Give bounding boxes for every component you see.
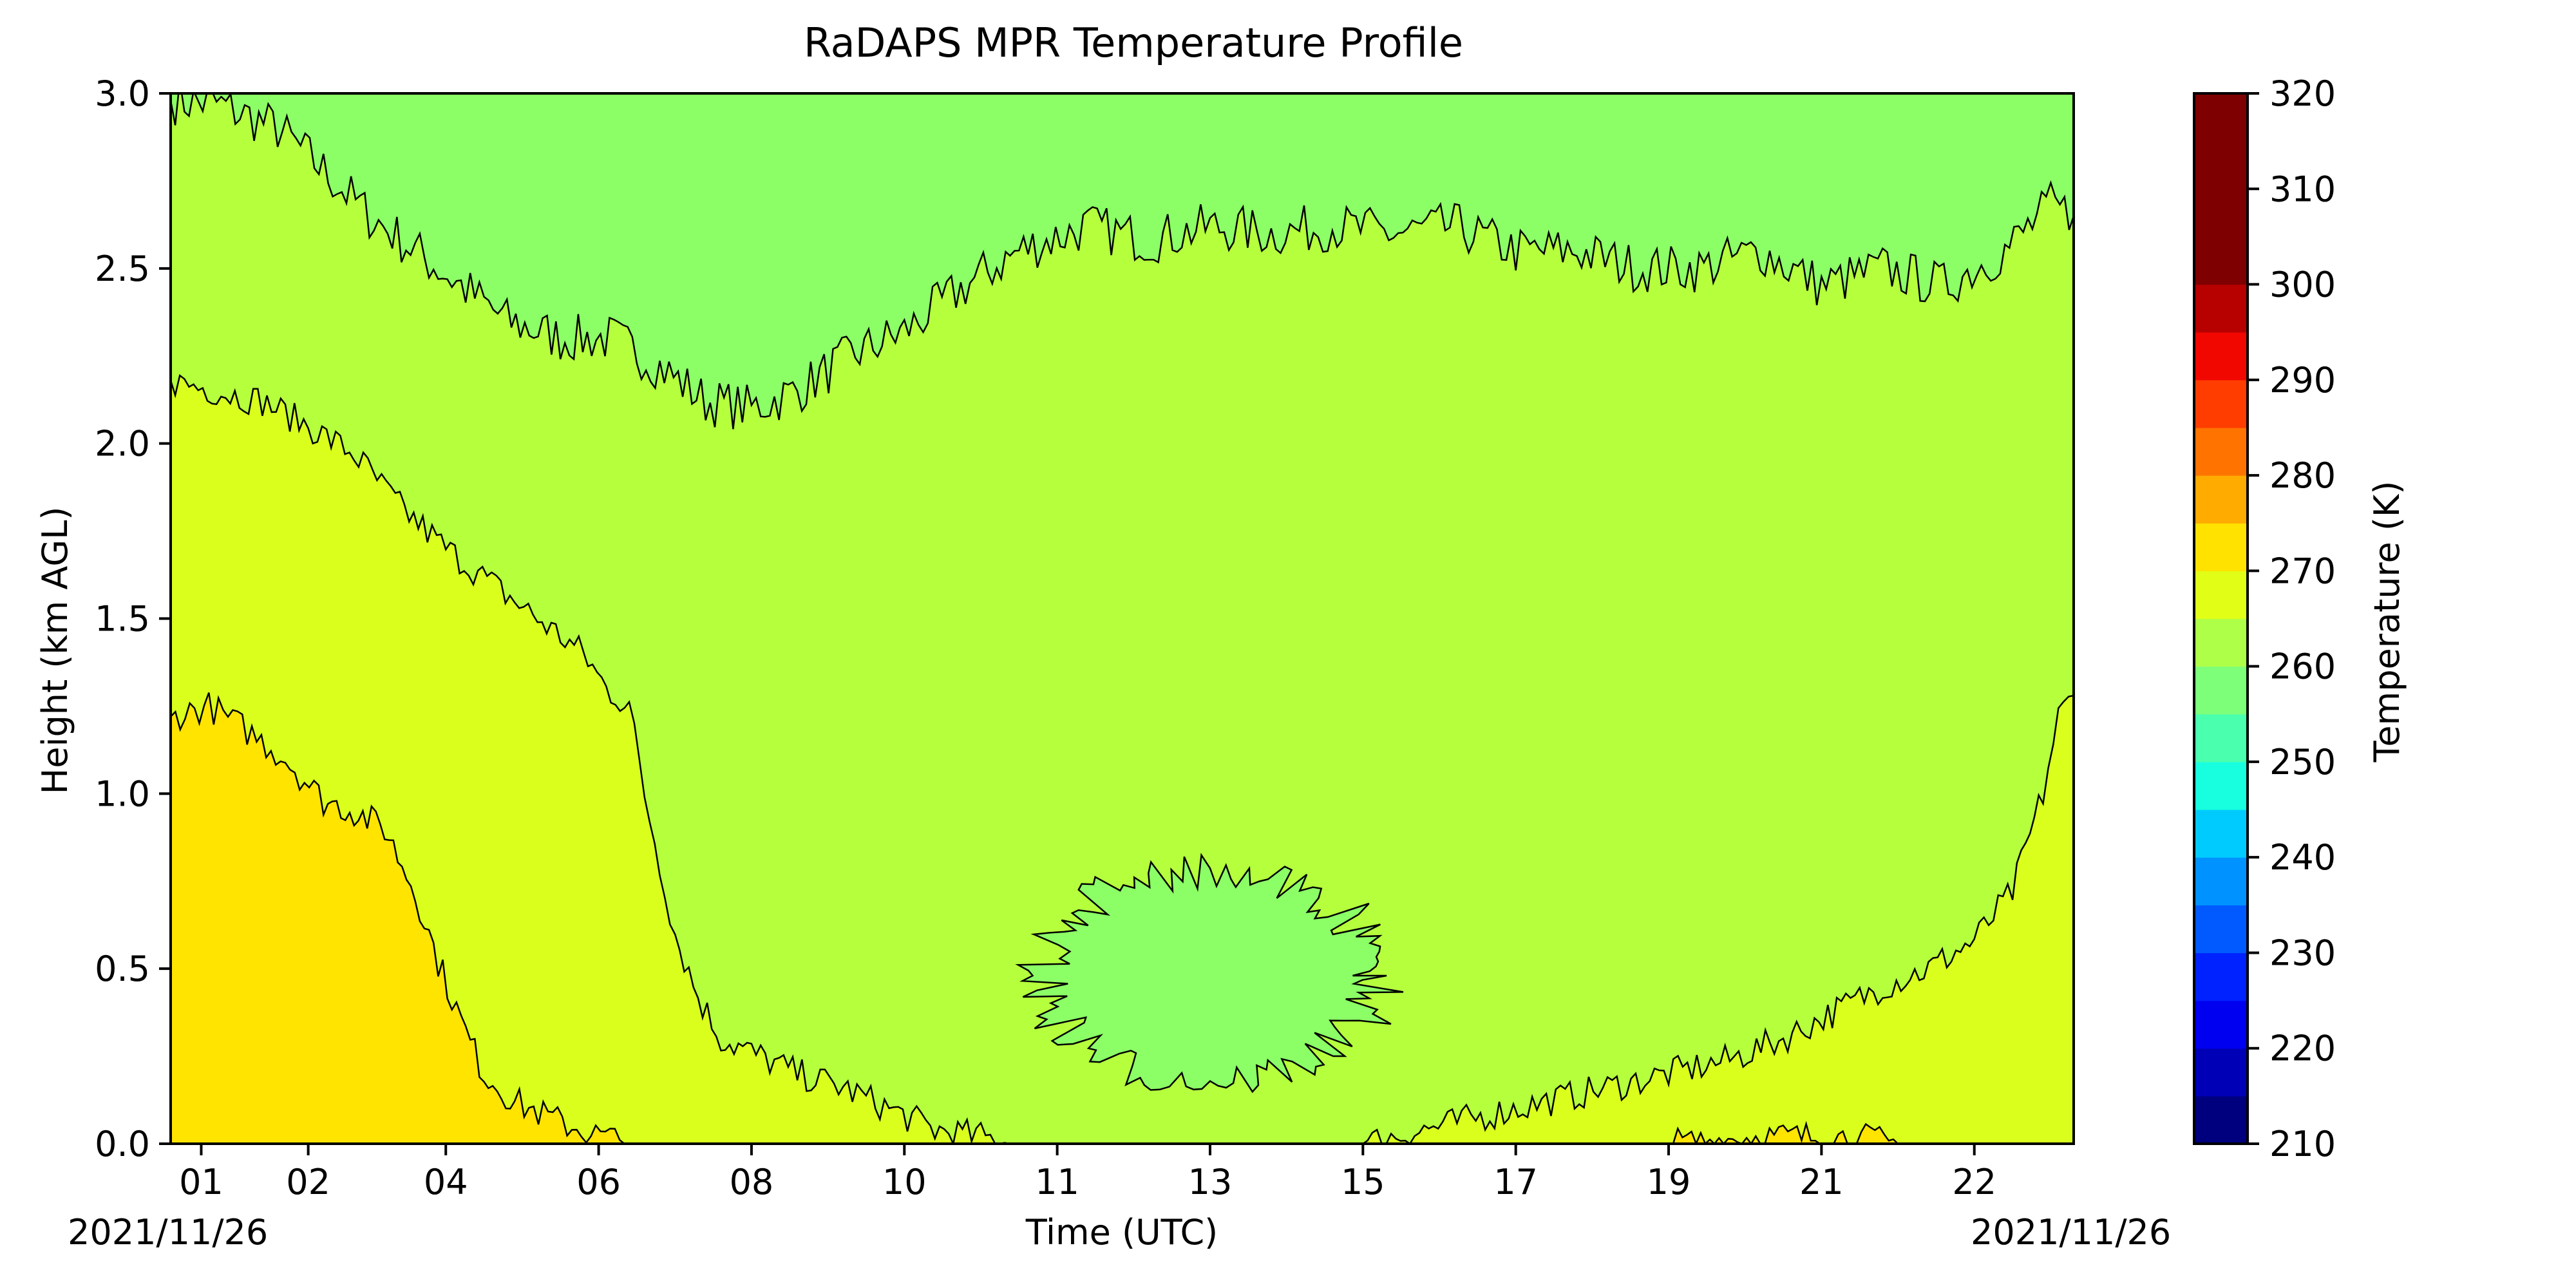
colorbar-segment: [2194, 523, 2248, 571]
x-axis-label: Time (UTC): [1025, 1212, 1218, 1253]
colorbar-segment: [2194, 905, 2248, 954]
colorbar-segment: [2194, 1095, 2248, 1144]
contour-line-275: [1362, 694, 2074, 1144]
colorbar-segment: [2194, 141, 2248, 189]
colorbar-segment: [2194, 857, 2248, 905]
colorbar-segment: [2194, 236, 2248, 285]
y-tick-label: 1.5: [95, 599, 150, 639]
y-axis-label: Height (km AGL): [35, 507, 75, 795]
colorbar-segment: [2194, 618, 2248, 667]
colorbar-tick-label: 230: [2269, 933, 2336, 973]
x-tick-label: 02: [286, 1162, 330, 1202]
colorbar-tick-label: 320: [2269, 73, 2336, 114]
colorbar-segment: [2194, 1048, 2248, 1097]
x-tick-label: 10: [882, 1162, 927, 1202]
colorbar-ticks: 210 220 230 240 250 260 270 280 290 300 310 320: [2248, 73, 2336, 1164]
y-tick-label: 2.0: [95, 424, 150, 464]
colorbar-tick-label: 240: [2269, 837, 2336, 878]
x-tick-label: 01: [179, 1162, 223, 1202]
x-tick-label: 08: [730, 1162, 774, 1202]
y-axis: 0.0 0.5 1.0 1.5 2.0 2.5 3.0: [95, 73, 171, 1164]
colorbar-tick-label: 300: [2269, 265, 2336, 305]
colorbar-segment: [2194, 93, 2248, 142]
x-tick-label: 06: [576, 1162, 621, 1202]
chart-title: RaDAPS MPR Temperature Profile: [804, 19, 1463, 66]
colorbar-segment: [2194, 810, 2248, 858]
colorbar-tick-label: 270: [2269, 551, 2336, 591]
colorbar-tick-label: 220: [2269, 1028, 2336, 1069]
x-tick-label: 17: [1493, 1162, 1538, 1202]
colorbar-segment: [2194, 571, 2248, 620]
x-tick-label: 19: [1647, 1162, 1691, 1202]
fill-band-280-285: [171, 692, 1898, 1144]
x-tick-label: 04: [424, 1162, 468, 1202]
plot-area: [171, 93, 2074, 1144]
colorbar-segment: [2194, 427, 2248, 476]
y-tick-label: 1.0: [95, 773, 150, 814]
y-tick-label: 3.0: [95, 73, 150, 114]
y-tick-label: 0.5: [95, 949, 150, 989]
x-tick-label: 13: [1188, 1162, 1233, 1202]
colorbar-tick-label: 250: [2269, 742, 2336, 782]
x-tick-label: 11: [1035, 1162, 1079, 1202]
colorbar-tick-label: 310: [2269, 169, 2336, 209]
date-right: 2021/11/26: [1971, 1212, 2171, 1253]
fill-band-275-280: [171, 375, 2074, 1144]
colorbar-segment: [2194, 189, 2248, 238]
contour-line-275: [171, 374, 1019, 1144]
y-tick-label: 0.0: [95, 1124, 150, 1164]
colorbar-segment: [2194, 761, 2248, 810]
colorbar-segment: [2194, 284, 2248, 333]
colorbar-segment: [2194, 475, 2248, 524]
contour-lines: [171, 93, 2074, 1144]
colorbar-tick-label: 280: [2269, 455, 2336, 496]
cold-pool-region: [1015, 853, 1404, 1094]
y-tick-label: 2.5: [95, 249, 150, 289]
colorbar-segment: [2194, 952, 2248, 1001]
colorbar-tick-label: 210: [2269, 1124, 2336, 1164]
date-left: 2021/11/26: [68, 1212, 268, 1253]
contour-line-270: [171, 93, 2074, 430]
colorbar-tick-label: 290: [2269, 360, 2336, 401]
contour-line-280: [1669, 1121, 1899, 1144]
colorbar: [2193, 92, 2249, 1145]
x-tick-label: 21: [1799, 1162, 1844, 1202]
colorbar-segment: [2194, 332, 2248, 381]
colorbar-segment: [2194, 666, 2248, 715]
x-tick-label: 22: [1952, 1162, 1996, 1202]
colorbar-segment: [2194, 1000, 2248, 1049]
x-tick-label: 15: [1341, 1162, 1385, 1202]
colorbar-label: Temperature (K): [2367, 481, 2407, 763]
contour-line-280: [171, 692, 629, 1144]
x-axis: 01 02 04 06 08 10 11 13 15 17 19 21 22: [179, 1144, 1996, 1202]
colorbar-frame: [2193, 92, 2249, 1145]
colorbar-segment: [2194, 379, 2248, 428]
colorbar-segment: [2194, 714, 2248, 762]
colorbar-tick-label: 260: [2269, 647, 2336, 687]
